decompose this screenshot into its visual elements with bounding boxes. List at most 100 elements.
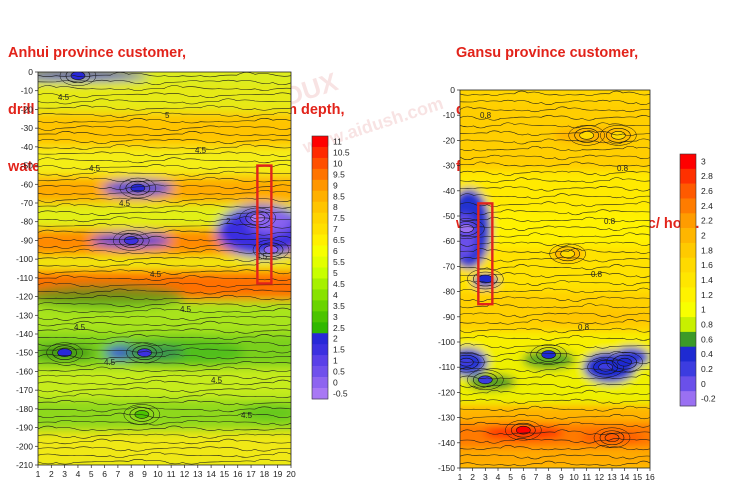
contour-line [38,229,291,236]
colorbar-label: 1.2 [701,290,713,300]
contour-line [38,269,291,275]
colorbar-label: 7.5 [333,213,345,223]
colorbar-swatch [312,355,328,367]
contour-line [460,398,650,404]
contour-line [38,105,291,111]
colorbar-swatch [312,267,328,279]
contour-label: 4.5 [58,93,70,102]
y-tick-label: -150 [438,463,455,473]
colorbar-swatch [680,168,696,184]
plot-frame [37,71,292,466]
contour-line [38,425,291,431]
anomaly-core [604,433,620,443]
colorbar-swatch [680,376,696,392]
anomaly-core [579,131,594,140]
contour-label: 4.5 [256,252,268,261]
y-tick-label: -130 [16,310,33,320]
y-tick-label: -80 [21,217,34,227]
contour-lines [460,90,650,467]
contour-line [460,460,650,467]
contour-label: 4.5 [74,323,86,332]
colorbar-swatch [312,234,328,246]
contour-line [38,216,291,223]
anomaly-contour [536,347,561,362]
y-tick-label: -130 [438,413,455,423]
anomaly-region [241,404,291,421]
contour-line [38,177,291,183]
colorbar-label: 3.5 [333,301,345,311]
x-tick-label: 11 [582,472,591,482]
anomaly-region [38,284,185,309]
contour-line [460,438,650,444]
contour-line [460,421,650,428]
contour-line [460,405,650,412]
contour-line [38,353,291,360]
colorbar-swatch [312,289,328,301]
contour-line [38,210,291,216]
x-tick-label: 8 [546,472,551,482]
y-tick-label: -50 [21,161,34,171]
plot-frame [459,89,651,469]
contour-label: 4.5 [150,270,162,279]
contour-line [38,406,291,413]
x-tick-label: 16 [645,472,655,482]
colorbar-label: 2 [333,334,338,344]
colorbar-swatch [680,331,696,348]
contour-line [460,241,650,247]
x-tick-label: 15 [220,469,230,479]
contour-label: 0.8 [480,111,492,120]
contour-line [38,72,291,78]
colorbar-swatch [312,322,328,334]
x-tick-label: 10 [569,472,579,482]
axes: 0 -10 -20 -30 -40 -50 -60 -70 -80 -90 -100 -110 -120… [16,67,296,479]
y-tick-label: -30 [443,161,456,171]
colorbar-label: 2.4 [701,201,713,211]
colorbar-swatch [312,344,328,356]
contour-line [460,106,650,113]
y-tick-label: -90 [21,235,34,245]
y-tick-label: -140 [438,438,455,448]
left-contour-chart: 4.54.54.54.54.54.54.554.524.54.54.50-10-… [16,67,350,479]
x-tick-label: 4 [496,472,501,482]
colorbar-swatch [312,179,328,192]
contour-label: 0.8 [617,164,629,173]
contour-line [38,361,291,367]
contour-line [460,383,650,389]
y-tick-label: -40 [443,186,456,196]
anomaly-contour [123,404,161,425]
colorbar-label: 0.2 [701,364,713,374]
x-tick-label: 5 [89,469,94,479]
colorbar-label: 9 [333,180,338,190]
contour-line [460,248,650,254]
contour-line [38,379,291,386]
colorbar-label: 6.5 [333,235,345,245]
contour-field: 0.8 0.8 0.8 0.8 0.8 [460,90,650,468]
colorbar-swatch [312,245,328,257]
contour-line [460,454,650,460]
contour-line [38,446,291,452]
y-tick-label: -60 [443,236,456,246]
colorbar-swatch [680,302,696,318]
anomaly-contour [112,230,150,251]
anomaly-contour [574,128,599,143]
contour-line [460,115,650,121]
contour-line [38,131,291,136]
colorbar-swatch [312,300,328,312]
anomaly-contour [505,419,542,441]
colorbar-label: 1.8 [701,245,713,255]
x-tick-label: 9 [559,472,564,482]
anomaly-region [38,72,148,81]
y-tick-label: -160 [16,366,33,376]
x-tick-label: 6 [102,469,107,479]
colorbar-swatch [312,168,328,181]
colorbar-swatch [312,256,328,268]
x-tick-label: 14 [206,469,216,479]
y-tick-label: -80 [443,287,456,297]
color-band [38,431,291,465]
anomaly-core [57,348,72,358]
anomaly-contour [473,271,498,287]
y-tick-label: -120 [16,292,33,302]
colorbar-label: 0 [333,378,338,388]
contour-line [38,302,291,308]
